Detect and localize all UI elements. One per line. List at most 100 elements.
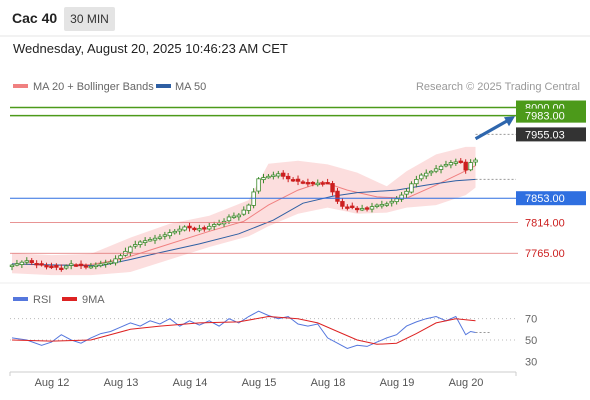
- x-tick-label: Aug 20: [449, 377, 484, 389]
- candle-body: [295, 178, 301, 182]
- rsi-legend-label: RSI: [33, 294, 51, 306]
- rsi-tick-label: 50: [525, 335, 537, 347]
- candle-body: [285, 175, 291, 180]
- candle-body: [473, 159, 478, 163]
- candle-body: [350, 205, 355, 208]
- candle-body: [128, 246, 133, 253]
- candle-body: [448, 162, 454, 166]
- candle-body: [310, 181, 316, 185]
- candle-body: [345, 206, 350, 209]
- x-tick-label: Aug 12: [35, 377, 70, 389]
- candle-body: [207, 225, 212, 230]
- x-tick-label: Aug 19: [380, 377, 415, 389]
- x-tick-label: Aug 13: [104, 377, 139, 389]
- datetime-label: Wednesday, August 20, 2025 10:46:23 AM C…: [13, 41, 288, 56]
- x-tick-label: Aug 18: [311, 377, 346, 389]
- candle-body: [394, 198, 399, 203]
- candle-body: [29, 260, 34, 264]
- candle-body: [384, 203, 389, 206]
- candle-body: [14, 263, 20, 266]
- candle-body: [98, 263, 103, 267]
- candle-body: [211, 224, 217, 227]
- candle-body: [369, 206, 375, 210]
- candle-body: [216, 222, 222, 225]
- ma50-legend-label: MA 50: [175, 81, 206, 93]
- ma50-legend-swatch: [156, 84, 171, 88]
- candle-body: [44, 265, 49, 268]
- rsi-tick-label: 30: [525, 356, 537, 368]
- rsi-ma-line: [11, 315, 476, 345]
- candle-body: [409, 183, 414, 193]
- candle-body: [468, 162, 473, 171]
- candle-body: [463, 161, 468, 171]
- candle-body: [320, 182, 325, 185]
- candle-body: [68, 263, 74, 266]
- candle-body: [433, 168, 439, 172]
- interval-button[interactable]: 30 MIN: [64, 7, 115, 31]
- candle-body: [83, 265, 89, 268]
- candle-body: [290, 179, 296, 182]
- candle-body: [59, 267, 64, 271]
- candle-body: [231, 215, 237, 218]
- x-tick-label: Aug 15: [242, 377, 277, 389]
- candle-body: [325, 182, 330, 185]
- candle-body: [192, 227, 197, 231]
- candle-body: [419, 174, 424, 180]
- candle-body: [404, 190, 409, 195]
- candle-body: [182, 226, 187, 231]
- candle-body: [276, 173, 281, 177]
- projection-arrow: [474, 117, 511, 141]
- candle-body: [157, 236, 163, 239]
- candle-body: [167, 232, 173, 237]
- x-tick-label: Aug 14: [173, 377, 208, 389]
- price-tag-label: 7983.00: [525, 111, 565, 123]
- candle-body: [335, 190, 340, 202]
- candle-body: [187, 225, 192, 229]
- candle-body: [226, 216, 232, 222]
- candle-body: [354, 207, 360, 211]
- credit-label: Research © 2025 Trading Central: [416, 81, 580, 93]
- candle-body: [147, 239, 153, 242]
- candle-body: [172, 230, 177, 234]
- candle-body: [113, 258, 118, 264]
- candle-body: [315, 182, 320, 186]
- level-label: 7814.00: [525, 218, 565, 230]
- instrument-title: Cac 40: [12, 10, 58, 26]
- candle-body: [24, 260, 29, 263]
- candle-body: [261, 177, 266, 181]
- candle-body: [39, 263, 44, 266]
- candle-body: [19, 261, 25, 265]
- candle-body: [379, 204, 385, 207]
- candle-body: [330, 183, 335, 193]
- rsi-ma-legend-swatch: [62, 297, 77, 301]
- projection-arrow-head: [504, 116, 515, 127]
- candle-body: [236, 214, 242, 218]
- candle-body: [266, 175, 271, 179]
- candle-body: [9, 264, 15, 268]
- ma20-legend-swatch: [13, 84, 28, 88]
- candle-body: [64, 265, 69, 269]
- price-tag: [516, 191, 586, 206]
- candle-body: [34, 263, 39, 266]
- price-tag-label: 7853.00: [525, 193, 565, 205]
- candle-body: [305, 182, 311, 185]
- candle-body: [458, 160, 463, 163]
- candle-body: [241, 209, 246, 215]
- candle-body: [118, 255, 123, 259]
- candle-body: [108, 261, 113, 264]
- chart-header: Cac 40 30 MIN: [0, 0, 590, 36]
- candle-body: [133, 244, 138, 247]
- candle-body: [281, 172, 286, 177]
- candle-body: [152, 237, 158, 241]
- candle-body: [138, 241, 143, 245]
- candle-body: [88, 265, 94, 269]
- candle-body: [93, 264, 99, 268]
- price-tag: [516, 127, 586, 142]
- candle-body: [340, 201, 345, 207]
- candle-body: [399, 194, 404, 200]
- candle-body: [142, 240, 148, 244]
- candle-body: [49, 265, 54, 269]
- candle-body: [103, 262, 108, 265]
- rsi-legend-swatch: [13, 297, 28, 301]
- price-tag: [516, 108, 586, 123]
